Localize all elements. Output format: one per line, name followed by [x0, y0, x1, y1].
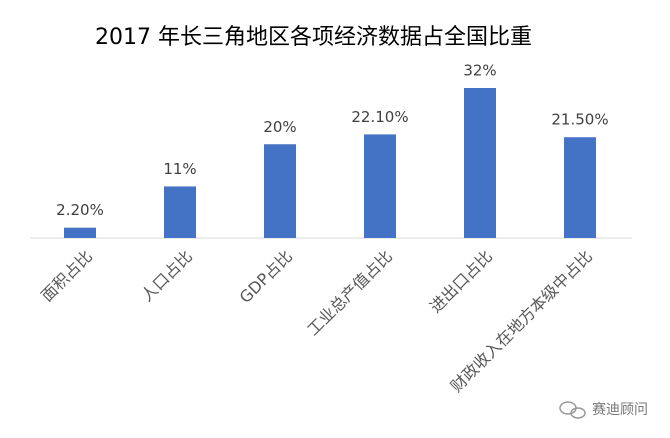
watermark: 赛迪顾问 [592, 402, 648, 418]
bar [164, 186, 196, 238]
bar [464, 88, 496, 238]
icon-bubble [570, 407, 586, 419]
value-label: 21.50% [551, 111, 608, 129]
bar [564, 137, 596, 238]
value-label: 20% [263, 118, 296, 136]
bar [364, 134, 396, 238]
bar [64, 227, 96, 238]
watermark-icon [559, 401, 586, 419]
bar [264, 144, 296, 238]
value-label: 2.20% [56, 201, 104, 219]
value-label: 22.10% [351, 108, 408, 126]
chart-title: 2017 年长三角地区各项经济数据占全国比重 [95, 25, 532, 50]
value-label: 32% [463, 62, 496, 80]
value-label: 11% [163, 160, 196, 178]
